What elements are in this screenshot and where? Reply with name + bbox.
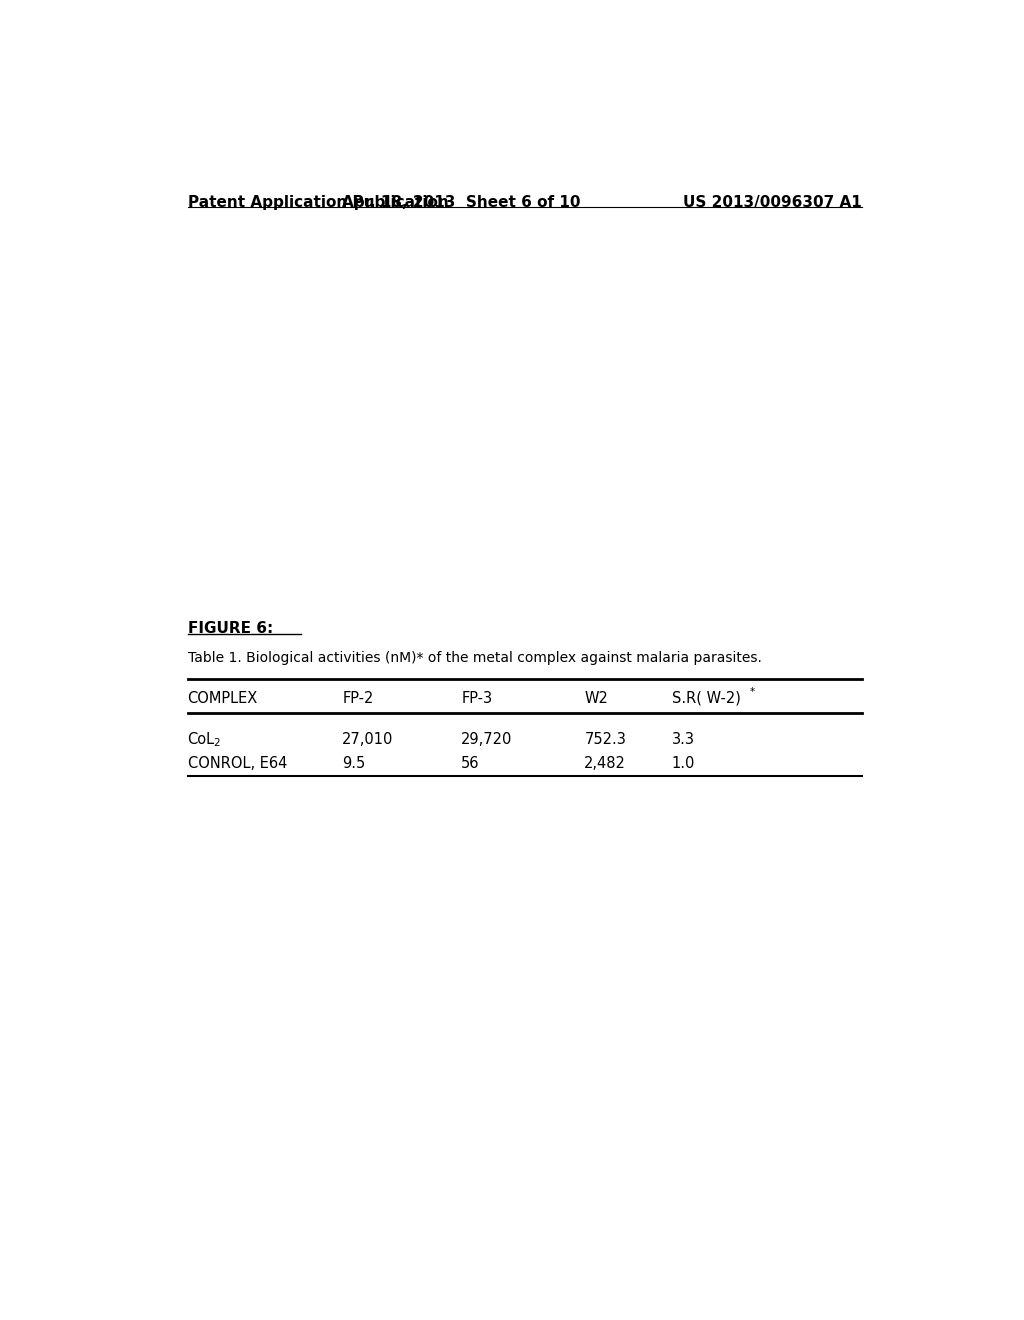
Text: CoL: CoL [187, 731, 215, 747]
Text: 27,010: 27,010 [342, 731, 393, 747]
Text: 1.0: 1.0 [672, 756, 695, 771]
Text: Apr. 18, 2013  Sheet 6 of 10: Apr. 18, 2013 Sheet 6 of 10 [342, 195, 581, 210]
Text: FP-2: FP-2 [342, 690, 374, 706]
Text: FP-3: FP-3 [461, 690, 493, 706]
Text: US 2013/0096307 A1: US 2013/0096307 A1 [683, 195, 862, 210]
Text: 9.5: 9.5 [342, 756, 366, 771]
Text: CONROL, E64: CONROL, E64 [187, 756, 287, 771]
Text: 2,482: 2,482 [585, 756, 627, 771]
Text: Patent Application Publication: Patent Application Publication [187, 195, 449, 210]
Text: 2: 2 [214, 738, 220, 747]
Text: Table 1. Biological activities (nM)* of the metal complex against malaria parasi: Table 1. Biological activities (nM)* of … [187, 651, 762, 665]
Text: W2: W2 [585, 690, 608, 706]
Text: FIGURE 6:: FIGURE 6: [187, 620, 272, 636]
Text: 3.3: 3.3 [672, 731, 694, 747]
Text: 29,720: 29,720 [461, 731, 513, 747]
Text: COMPLEX: COMPLEX [187, 690, 258, 706]
Text: 56: 56 [461, 756, 480, 771]
Text: S.R( W-2): S.R( W-2) [672, 690, 740, 706]
Text: *: * [750, 686, 755, 697]
Text: 752.3: 752.3 [585, 731, 627, 747]
